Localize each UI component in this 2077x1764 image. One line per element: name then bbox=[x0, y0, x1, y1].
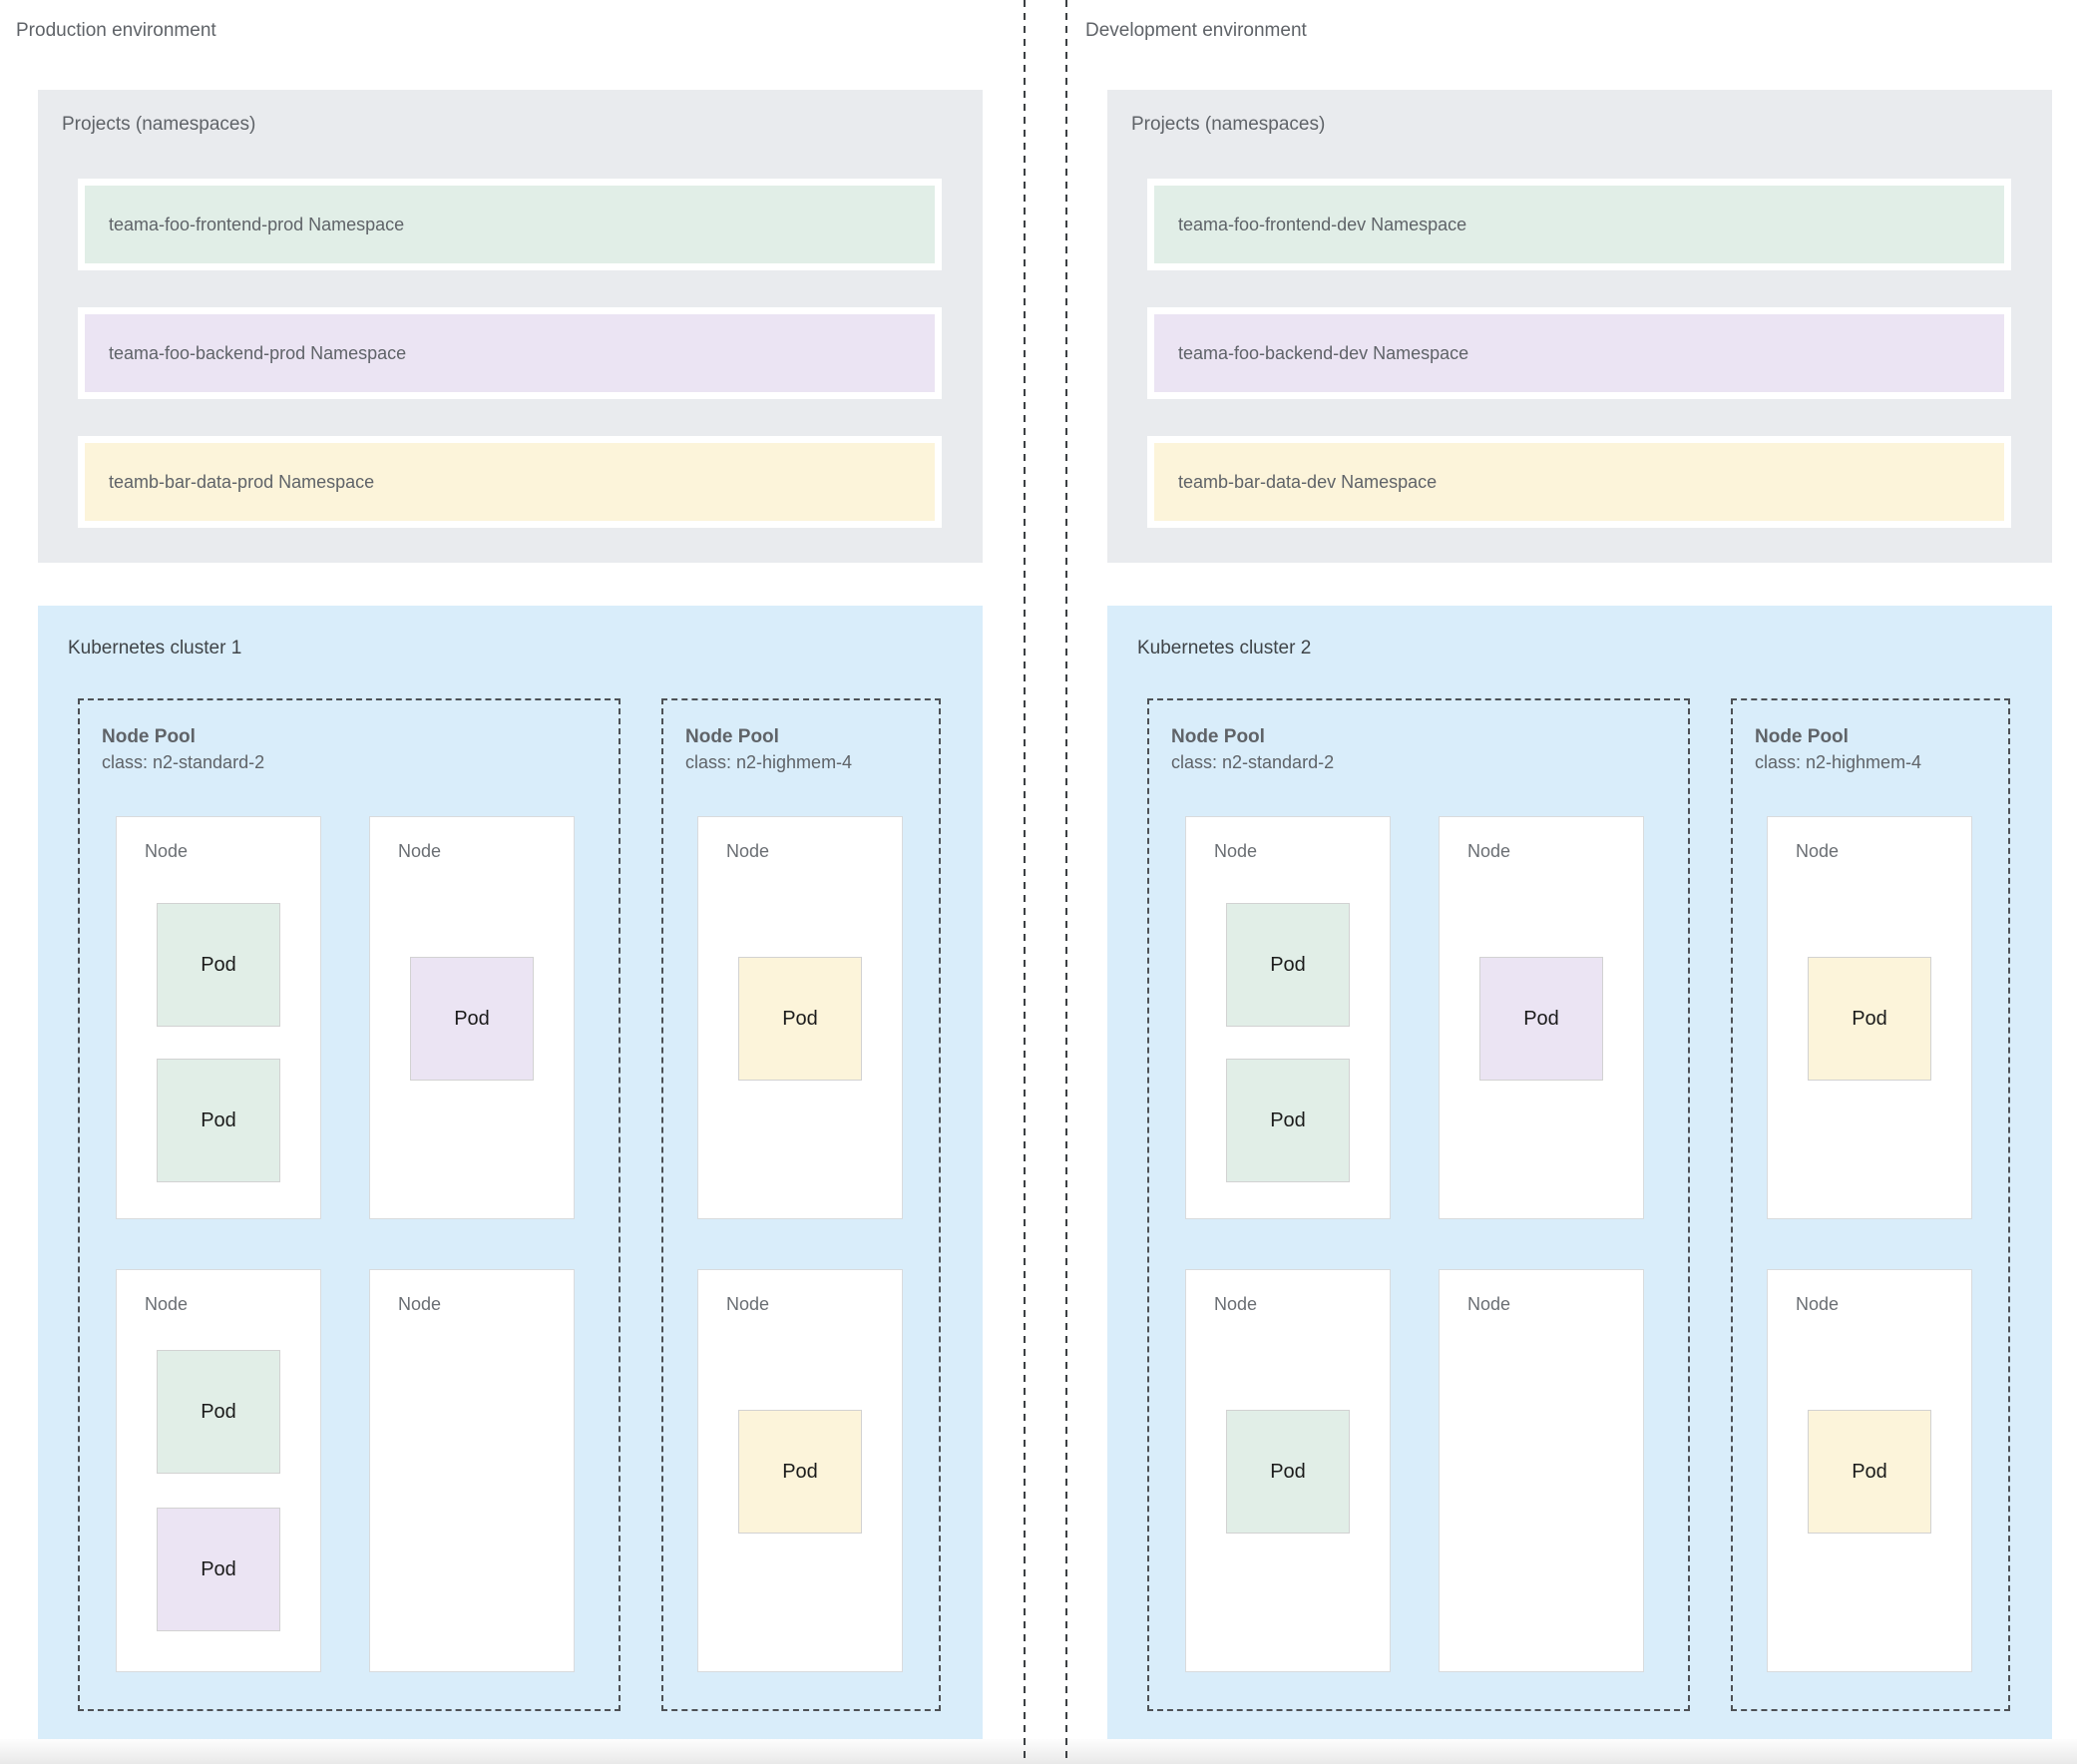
pod-label: Pod bbox=[201, 1557, 236, 1580]
environment-divider-line bbox=[1024, 0, 1026, 1764]
node: Node bbox=[1439, 1269, 1644, 1672]
node-label: Node bbox=[1796, 1294, 1840, 1314]
namespace-teama-foo-frontend-prod: teama-foo-frontend-prod Namespace bbox=[78, 179, 942, 270]
node: Node Pod bbox=[1767, 816, 1972, 1219]
pod-label: Pod bbox=[1852, 1007, 1887, 1030]
namespace-teama-foo-backend-dev: teama-foo-backend-dev Namespace bbox=[1147, 307, 2011, 399]
pod: Pod bbox=[157, 1350, 280, 1474]
development-environment-panel: Development environment Projects (namesp… bbox=[1069, 0, 2077, 1764]
node: Node Pod bbox=[1439, 816, 1644, 1219]
pod-label: Pod bbox=[454, 1007, 490, 1030]
pod-label: Pod bbox=[1270, 953, 1306, 976]
pod: Pod bbox=[1808, 1410, 1931, 1534]
node-label: Node bbox=[726, 1294, 770, 1314]
namespace-teama-foo-frontend-dev: teama-foo-frontend-dev Namespace bbox=[1147, 179, 2011, 270]
pod: Pod bbox=[1226, 903, 1350, 1027]
namespace-label: teama-foo-frontend-prod Namespace bbox=[109, 214, 405, 234]
namespace-teamb-bar-data-prod: teamb-bar-data-prod Namespace bbox=[78, 436, 942, 528]
node: Node Pod bbox=[697, 1269, 903, 1672]
node-label: Node bbox=[726, 841, 770, 861]
node-label: Node bbox=[1214, 841, 1258, 861]
node: Node Pod Pod bbox=[116, 1269, 321, 1672]
namespace-label: teamb-bar-data-prod Namespace bbox=[109, 471, 375, 492]
node: Node Pod bbox=[1185, 1269, 1391, 1672]
environment-title: Development environment bbox=[1085, 20, 1307, 41]
node-label: Node bbox=[1214, 1294, 1258, 1314]
environment-divider-line bbox=[1065, 0, 1067, 1764]
node-label: Node bbox=[1467, 1294, 1511, 1314]
pod: Pod bbox=[1479, 957, 1603, 1081]
node-pool-title: Node Pool bbox=[685, 726, 779, 747]
node-pool-standard: Node Pool class: n2-standard-2 Node Pod … bbox=[1147, 698, 1690, 1711]
node-label: Node bbox=[1796, 841, 1840, 861]
pod-label: Pod bbox=[1523, 1007, 1559, 1030]
node: Node Pod bbox=[1767, 1269, 1972, 1672]
namespace-teamb-bar-data-dev: teamb-bar-data-dev Namespace bbox=[1147, 436, 2011, 528]
pod-label: Pod bbox=[782, 1460, 818, 1483]
kubernetes-cluster-1-box: Kubernetes cluster 1 Node Pool class: n2… bbox=[38, 606, 983, 1739]
projects-namespaces-box: Projects (namespaces) teama-foo-frontend… bbox=[1107, 90, 2052, 563]
node-label: Node bbox=[145, 841, 189, 861]
node-pool-title: Node Pool bbox=[1171, 726, 1265, 747]
pod-label: Pod bbox=[201, 953, 236, 976]
pod-label: Pod bbox=[201, 1400, 236, 1423]
pod: Pod bbox=[157, 1059, 280, 1182]
pod: Pod bbox=[1226, 1059, 1350, 1182]
page-bottom-edge bbox=[0, 1739, 2077, 1764]
pod: Pod bbox=[738, 1410, 862, 1534]
environment-title: Production environment bbox=[16, 20, 216, 41]
node-pool-standard: Node Pool class: n2-standard-2 Node Pod … bbox=[78, 698, 621, 1711]
node-pool-title: Node Pool bbox=[1755, 726, 1849, 747]
node-label: Node bbox=[398, 841, 442, 861]
pod: Pod bbox=[738, 957, 862, 1081]
node: Node bbox=[369, 1269, 575, 1672]
node-pool-highmem: Node Pool class: n2-highmem-4 Node Pod N… bbox=[661, 698, 941, 1711]
pod-label: Pod bbox=[1270, 1108, 1306, 1131]
node-pool-class: class: n2-highmem-4 bbox=[1755, 752, 1922, 772]
node: Node Pod bbox=[697, 816, 903, 1219]
node-pool-class: class: n2-highmem-4 bbox=[685, 752, 853, 772]
production-environment-panel: Production environment Projects (namespa… bbox=[0, 0, 1038, 1764]
namespace-label: teamb-bar-data-dev Namespace bbox=[1178, 471, 1438, 492]
pod-label: Pod bbox=[1852, 1460, 1887, 1483]
projects-namespaces-box: Projects (namespaces) teama-foo-frontend… bbox=[38, 90, 983, 563]
kubernetes-cluster-2-box: Kubernetes cluster 2 Node Pool class: n2… bbox=[1107, 606, 2052, 1739]
pod-label: Pod bbox=[201, 1108, 236, 1131]
pod: Pod bbox=[410, 957, 534, 1081]
pod: Pod bbox=[1808, 957, 1931, 1081]
pod-label: Pod bbox=[1270, 1460, 1306, 1483]
cluster-label: Kubernetes cluster 2 bbox=[1137, 638, 1312, 659]
namespace-label: teama-foo-backend-prod Namespace bbox=[109, 342, 407, 363]
node: Node Pod Pod bbox=[1185, 816, 1391, 1219]
node-label: Node bbox=[1467, 841, 1511, 861]
node: Node Pod bbox=[369, 816, 575, 1219]
pod: Pod bbox=[1226, 1410, 1350, 1534]
node-pool-title: Node Pool bbox=[102, 726, 196, 747]
namespace-label: teama-foo-backend-dev Namespace bbox=[1178, 342, 1469, 363]
cluster-label: Kubernetes cluster 1 bbox=[68, 638, 242, 659]
projects-label: Projects (namespaces) bbox=[62, 114, 256, 135]
pod: Pod bbox=[157, 903, 280, 1027]
node-pool-class: class: n2-standard-2 bbox=[102, 752, 265, 772]
node-pool-class: class: n2-standard-2 bbox=[1171, 752, 1335, 772]
node: Node Pod Pod bbox=[116, 816, 321, 1219]
projects-label: Projects (namespaces) bbox=[1131, 114, 1326, 135]
namespace-label: teama-foo-frontend-dev Namespace bbox=[1178, 214, 1467, 234]
namespace-teama-foo-backend-prod: teama-foo-backend-prod Namespace bbox=[78, 307, 942, 399]
node-pool-highmem: Node Pool class: n2-highmem-4 Node Pod N… bbox=[1731, 698, 2010, 1711]
pod-label: Pod bbox=[782, 1007, 818, 1030]
pod: Pod bbox=[157, 1508, 280, 1631]
node-label: Node bbox=[145, 1294, 189, 1314]
node-label: Node bbox=[398, 1294, 442, 1314]
